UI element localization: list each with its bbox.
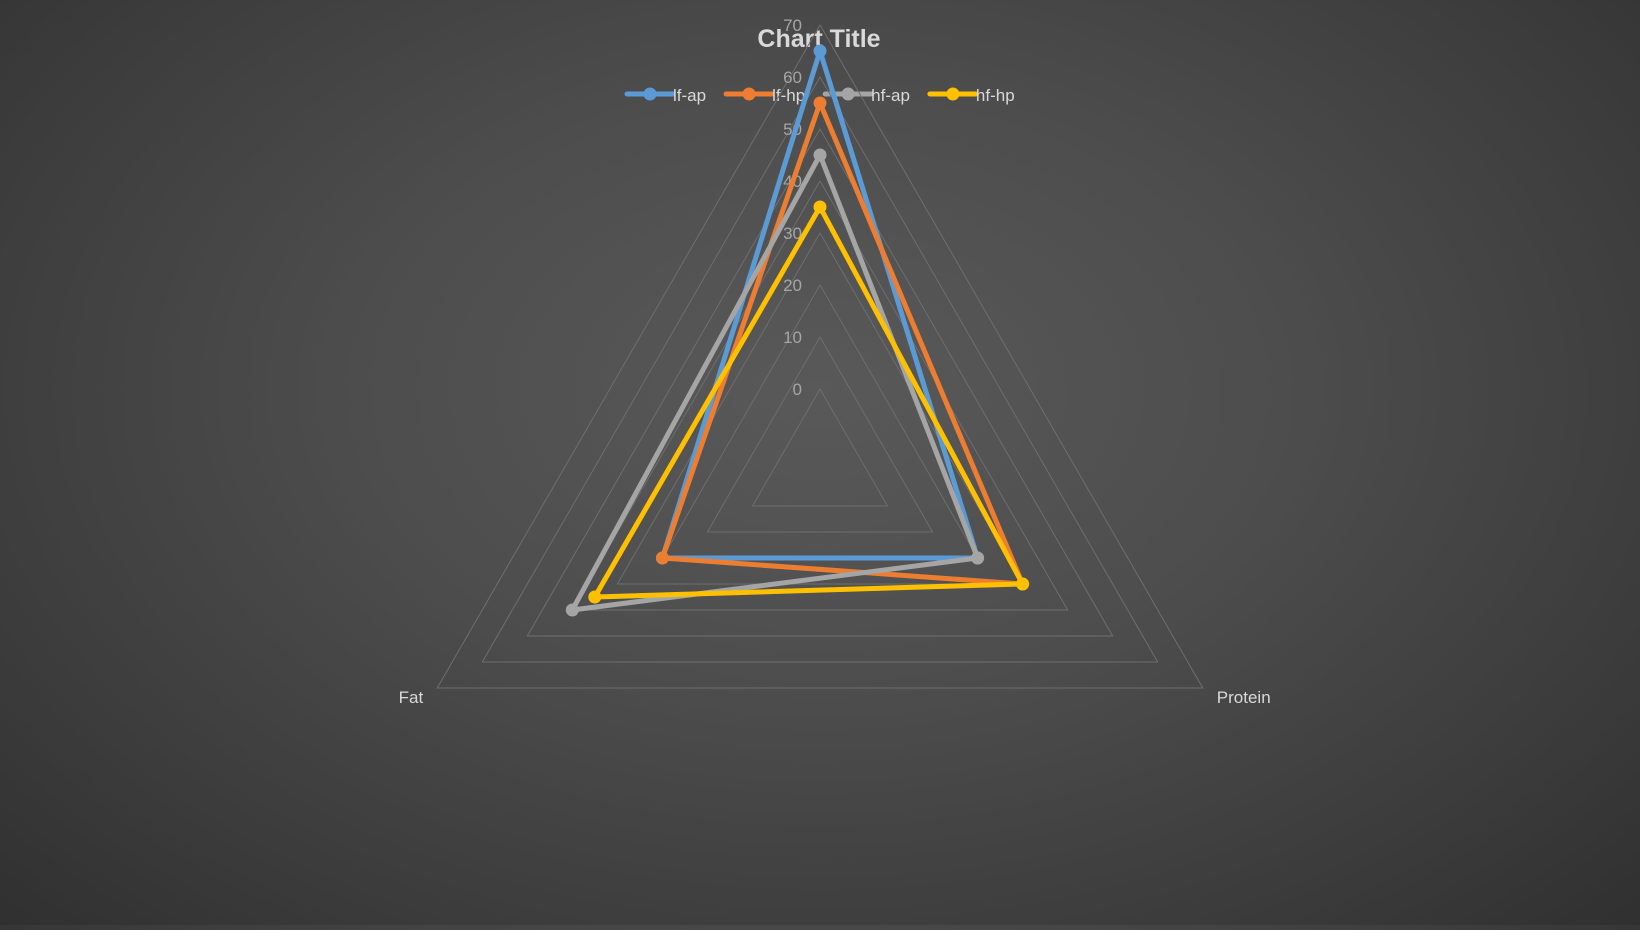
legend-label: lf-hp [772, 86, 805, 105]
data-point [655, 551, 669, 565]
legend-marker [643, 87, 657, 101]
legend-label: hf-ap [871, 86, 910, 105]
grid-ring [751, 387, 889, 507]
grid-ring [436, 24, 1204, 689]
tick-label: 0 [793, 380, 802, 399]
series-line [659, 48, 981, 561]
data-point [565, 603, 579, 617]
tick-label: 20 [783, 276, 802, 295]
series-line [659, 100, 1026, 587]
legend-item-lf-hp[interactable]: lf-hp [723, 86, 805, 105]
legend-item-hf-hp[interactable]: hf-hp [927, 86, 1015, 105]
tick-label: 30 [783, 224, 802, 243]
data-point [588, 590, 602, 604]
legend-marker [841, 87, 855, 101]
legend-item-lf-ap[interactable]: lf-ap [624, 86, 706, 105]
series-group [565, 44, 1030, 617]
legend-marker [742, 87, 756, 101]
data-point [971, 551, 985, 565]
grid-ring [706, 336, 934, 533]
series-lf-ap [655, 44, 985, 565]
series-lf-hp [655, 96, 1030, 591]
axis-label-carbs: Carbs [797, 0, 842, 3]
tick-label: 60 [783, 68, 802, 87]
data-point [813, 44, 827, 58]
axis-label-fat: Fat [399, 688, 424, 707]
axis-label-protein: Protein [1217, 688, 1271, 707]
legend-label: hf-hp [976, 86, 1015, 105]
data-point [813, 200, 827, 214]
tick-label: 10 [783, 328, 802, 347]
series-line [592, 204, 1026, 600]
tick-label: 70 [783, 16, 802, 35]
legend-marker [946, 87, 960, 101]
grid-ring [526, 127, 1114, 637]
legend: lf-ap lf-hp hf-ap hf-hp [624, 86, 1015, 105]
axis-labels: Carbs Protein Fat [399, 0, 1271, 707]
data-point [1016, 577, 1030, 591]
series-hf-hp [588, 200, 1030, 604]
data-point [813, 148, 827, 162]
grid-ring [481, 75, 1159, 663]
grid-ring [571, 180, 1069, 611]
data-point [813, 96, 827, 110]
legend-label: lf-ap [673, 86, 706, 105]
